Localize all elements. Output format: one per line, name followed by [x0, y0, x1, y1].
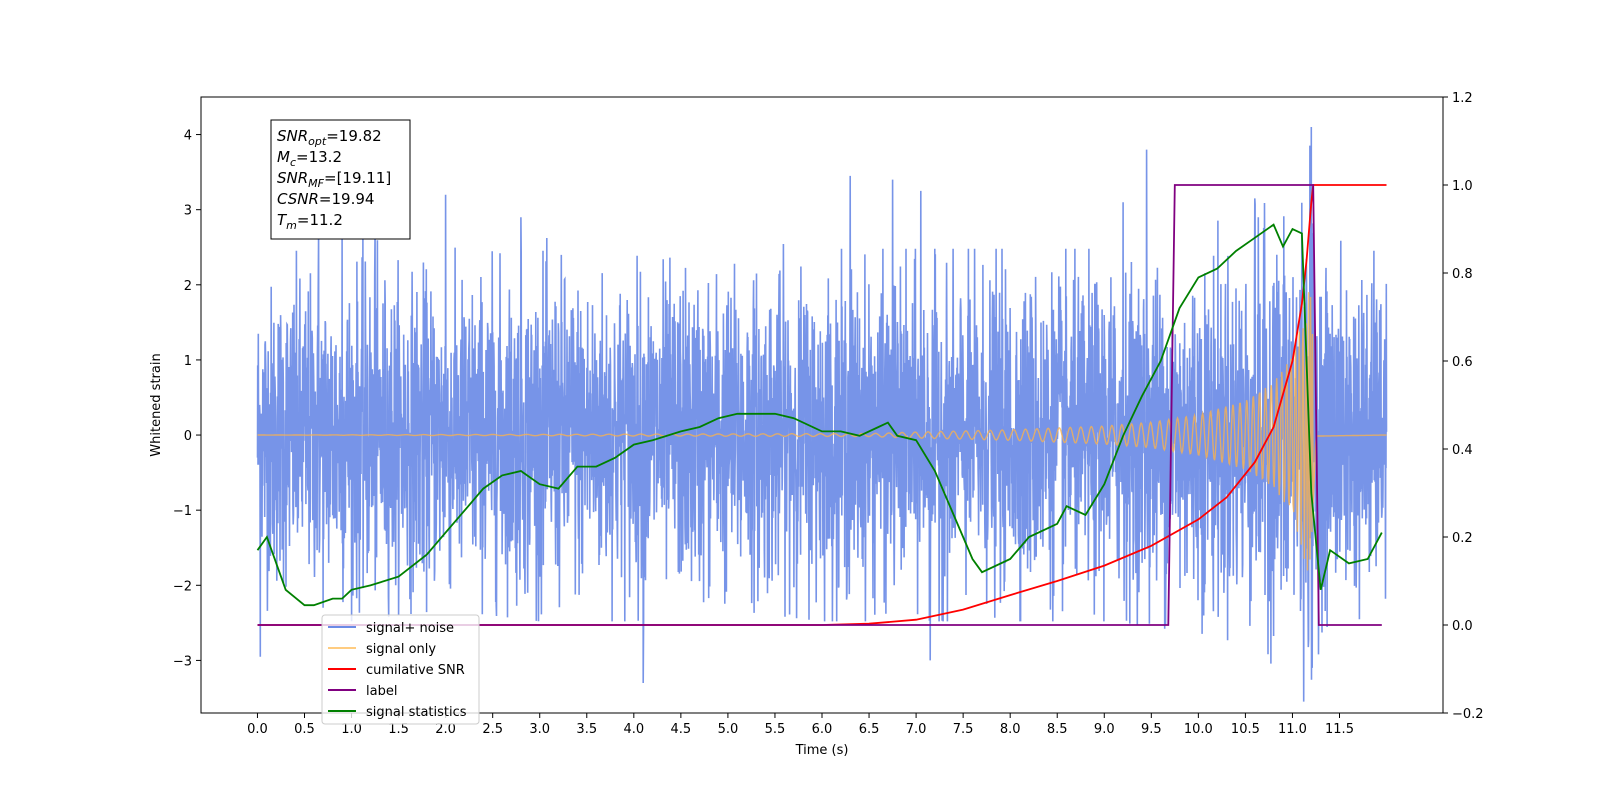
x-tick-label: 4.0 [623, 722, 644, 737]
y-axis-right: −0.2 0.0 0.2 0.4 0.6 0.8 1.0 1.2 [1443, 91, 1484, 722]
x-tick-label: 3.0 [529, 722, 550, 737]
legend-frame [321, 614, 480, 725]
x-tick-label: 9.0 [1094, 722, 1115, 737]
info-box-frame [270, 119, 411, 240]
series-layer [256, 126, 1388, 702]
y-tick-label-left: −3 [173, 654, 192, 669]
legend-label: signal only [366, 642, 436, 657]
x-axis: 0.0 0.5 1.0 1.5 2.0 2.5 3.0 3.5 4.0 4.5 5.0 5.5 6.0 6… [247, 713, 1354, 737]
info-line: SNRMF=[19.11] [277, 169, 391, 190]
series-signal-only [257, 292, 1387, 571]
y-tick-label-right: −0.2 [1452, 707, 1484, 722]
x-tick-label: 1.0 [341, 722, 362, 737]
y-tick-label-right: 0.4 [1452, 443, 1473, 458]
info-symbol: SNR [277, 169, 308, 187]
y-tick-label-right: 0.8 [1452, 267, 1473, 282]
series-signal-noise [256, 126, 1388, 702]
legend-label: cumilative SNR [366, 663, 465, 678]
x-tick-label: 9.5 [1141, 722, 1162, 737]
info-line: Mc=13.2 [277, 148, 342, 169]
info-value: =11.2 [297, 211, 343, 229]
info-line: Tm=11.2 [277, 211, 343, 232]
y-tick-label-left: −1 [173, 504, 192, 519]
y-tick-label-left: 2 [184, 279, 192, 294]
series-cumulative-snr [257, 184, 1387, 626]
info-annotation-box: SNRopt=19.82Mc=13.2SNRMF=[19.11]CSNR=19.… [270, 119, 411, 240]
x-tick-label: 8.0 [1000, 722, 1021, 737]
series-signal-statistics [256, 223, 1383, 607]
info-subscript: c [290, 156, 296, 169]
info-value: =19.94 [319, 190, 375, 208]
x-tick-label: 3.5 [576, 722, 597, 737]
x-tick-label: 5.0 [718, 722, 739, 737]
x-tick-label: 5.5 [765, 722, 786, 737]
x-tick-label: 6.5 [859, 722, 880, 737]
x-tick-label: 6.0 [812, 722, 833, 737]
info-symbol: T [277, 211, 288, 229]
info-value: =19.82 [326, 127, 382, 145]
x-tick-label: 2.5 [482, 722, 503, 737]
info-symbol: SNR [277, 127, 308, 145]
info-subscript: opt [308, 135, 327, 148]
x-tick-label: 0.0 [247, 722, 268, 737]
info-line: SNRopt=19.82 [277, 127, 382, 148]
x-axis-label: Time (s) [795, 743, 849, 758]
y-tick-label-left: 3 [184, 204, 192, 219]
info-line: CSNR=19.94 [277, 190, 374, 208]
info-value: =[19.11] [324, 169, 391, 187]
x-tick-label: 7.5 [953, 722, 974, 737]
y-tick-label-left: 4 [184, 129, 192, 144]
y-tick-label-right: 0.6 [1452, 355, 1473, 370]
y-tick-label-left: 0 [184, 429, 192, 444]
x-tick-label: 4.5 [671, 722, 692, 737]
x-tick-label: 11.0 [1278, 722, 1307, 737]
x-tick-label: 2.0 [435, 722, 456, 737]
series-label [257, 184, 1382, 626]
y-tick-label-right: 1.2 [1452, 91, 1473, 106]
x-tick-label: 10.0 [1184, 722, 1213, 737]
y-tick-label-right: 1.0 [1452, 179, 1473, 194]
info-subscript: m [286, 219, 297, 232]
x-tick-label: 7.0 [906, 722, 927, 737]
y-tick-label-right: 0.0 [1452, 619, 1473, 634]
x-tick-label: 10.5 [1231, 722, 1260, 737]
x-tick-label: 8.5 [1047, 722, 1068, 737]
y-axis-left: −3 −2 −1 0 1 2 3 4 [173, 129, 201, 669]
legend-label: signal statistics [366, 705, 467, 720]
y-tick-label-left: 1 [184, 354, 192, 369]
y-axis-label-left: Whitened strain [149, 353, 164, 456]
legend-label: signal+ noise [366, 621, 454, 636]
legend-label: label [366, 684, 397, 699]
info-symbol: CSNR [277, 190, 319, 208]
x-tick-label: 1.5 [388, 722, 409, 737]
info-subscript: MF [308, 177, 324, 190]
x-tick-label: 0.5 [294, 722, 315, 737]
info-value: =13.2 [296, 148, 342, 166]
y-tick-label-left: −2 [173, 579, 192, 594]
legend: signal+ noise signal only cumilative SNR la… [321, 614, 480, 725]
x-tick-label: 11.5 [1325, 722, 1354, 737]
y-tick-label-right: 0.2 [1452, 531, 1473, 546]
info-symbol: M [277, 148, 290, 166]
